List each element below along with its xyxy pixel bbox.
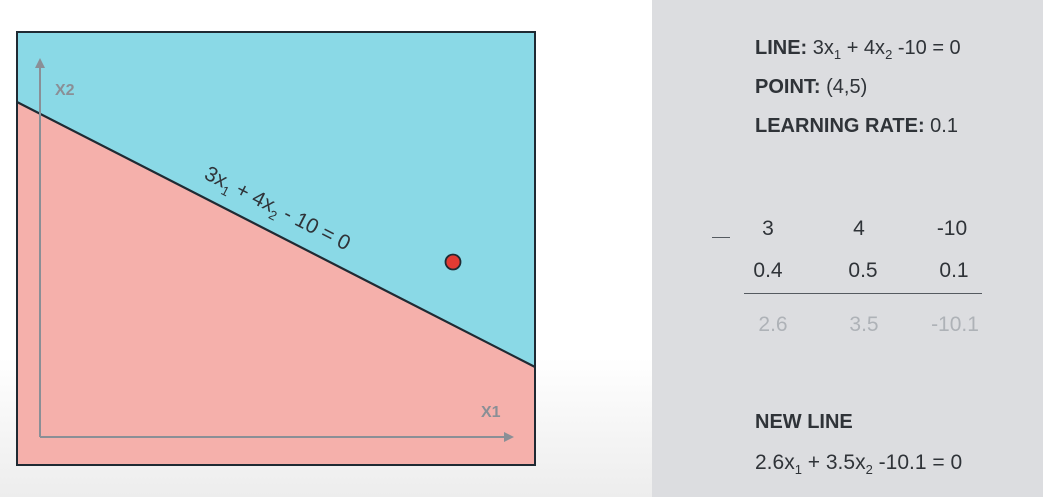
coef-a-1: 3 — [762, 217, 774, 240]
coef-b-3: 0.1 — [939, 259, 969, 282]
minus-sign — [712, 237, 730, 238]
boundary-line — [16, 101, 536, 368]
coef-a-2: 4 — [853, 217, 865, 240]
new-line-equation: 2.6x1 + 3.5x2 -10.1 = 0 — [755, 451, 963, 477]
result-3: -10.1 — [931, 313, 979, 336]
region-below-line — [17, 102, 535, 465]
new-line-title: NEW LINE — [755, 411, 853, 433]
region-above-line — [17, 32, 535, 367]
coef-a-3: -10 — [936, 217, 968, 240]
misclassified-point — [444, 253, 462, 271]
coef-b-2: 0.5 — [848, 259, 878, 282]
x1-axis-label: X1 — [481, 404, 501, 421]
learning-rate-info: LEARNING RATE: 0.1 — [755, 115, 958, 137]
plot-frame — [16, 31, 536, 466]
result-1: 2.6 — [758, 313, 788, 336]
result-2: 3.5 — [849, 313, 879, 336]
line-info: LINE: 3x1 + 4x2 -10 = 0 — [755, 37, 961, 62]
calculation-panel — [652, 0, 1043, 497]
point-info: POINT: (4,5) — [755, 76, 868, 98]
x2-axis-label: X2 — [55, 82, 75, 99]
classification-diagram: X2 X1 3x1 + 4x2 - 10 = 0 — [16, 31, 536, 466]
sum-rule — [744, 293, 982, 294]
coef-b-1: 0.4 — [753, 259, 783, 282]
